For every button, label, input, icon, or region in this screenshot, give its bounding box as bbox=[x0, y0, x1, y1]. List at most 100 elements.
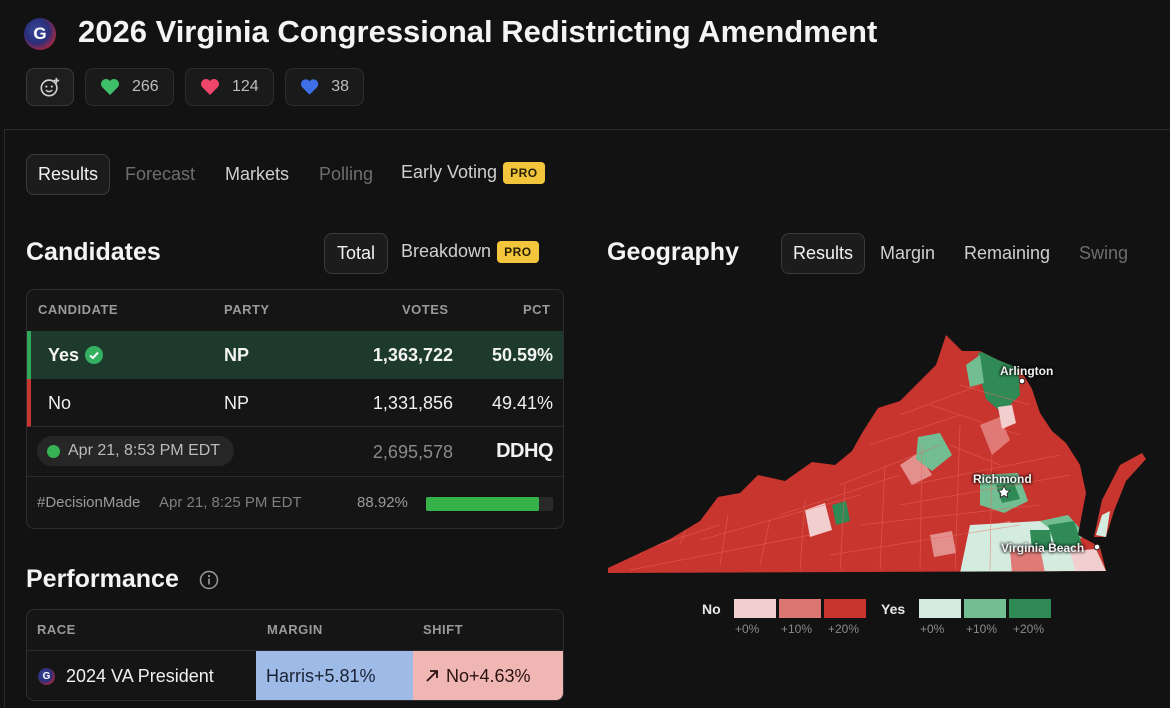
header-divider bbox=[4, 129, 1170, 130]
candidate-name: Yes bbox=[48, 345, 80, 365]
column-header-shift: SHIFT bbox=[423, 622, 464, 637]
legend-no-step-10: +10% bbox=[781, 622, 813, 636]
legend-no-swatch-0 bbox=[734, 599, 776, 618]
reporting-pct: 88.92% bbox=[357, 494, 408, 511]
city-markers bbox=[997, 377, 1101, 551]
legend-no-step-20: +20% bbox=[828, 622, 860, 636]
green-heart-icon bbox=[101, 79, 119, 95]
capital-star-icon bbox=[997, 485, 1011, 499]
votes-cell: 1,331,856 bbox=[372, 393, 453, 413]
column-header-margin: MARGIN bbox=[267, 622, 323, 637]
party-cell: NP bbox=[224, 345, 250, 365]
race-logo-icon: G bbox=[38, 668, 55, 685]
legend-yes-step-20: +20% bbox=[1013, 622, 1045, 636]
shift-value: No+4.63% bbox=[446, 666, 531, 686]
winner-check-icon bbox=[85, 346, 104, 364]
total-votes: 2,695,578 bbox=[372, 442, 453, 462]
legend-no-label: No bbox=[702, 601, 721, 617]
tab-markets[interactable]: Markets bbox=[225, 164, 290, 184]
candidate-name: No bbox=[48, 393, 72, 413]
column-header-votes: VOTES bbox=[402, 302, 449, 317]
row-divider bbox=[27, 650, 563, 651]
candidate-row-no[interactable]: No NP 1,331,856 49.41% bbox=[27, 379, 563, 427]
city-marker-arlington bbox=[1018, 377, 1026, 385]
pct-cell: 49.41% bbox=[491, 393, 553, 413]
ddhq-logo: DDHQ bbox=[496, 440, 553, 462]
last-updated-time: Apr 21, 8:53 PM EDT bbox=[68, 442, 221, 459]
column-header-race: RACE bbox=[37, 622, 76, 637]
reaction-count: 124 bbox=[232, 78, 259, 95]
legend-yes-swatch-0 bbox=[919, 599, 961, 618]
reaction-count: 38 bbox=[331, 78, 349, 95]
tab-early-voting[interactable]: Early Voting PRO bbox=[401, 162, 545, 185]
legend-no-step-0: +0% bbox=[735, 622, 760, 636]
page-title: 2026 Virginia Congressional Redistrictin… bbox=[78, 14, 878, 49]
tab-breakdown-label: Breakdown bbox=[401, 241, 492, 261]
tab-early-voting-label: Early Voting bbox=[401, 162, 498, 182]
legend-yes-step-0: +0% bbox=[920, 622, 945, 636]
candidate-name-cell: Yes bbox=[48, 345, 104, 366]
decision-tag: #DecisionMade bbox=[37, 494, 141, 511]
legend-no-swatch-10 bbox=[779, 599, 821, 618]
tab-total[interactable]: Total bbox=[324, 233, 389, 274]
tab-geo-swing[interactable]: Swing bbox=[1079, 243, 1129, 263]
site-logo: G bbox=[24, 18, 56, 50]
add-reaction-icon bbox=[40, 77, 60, 97]
arrow-up-right-icon bbox=[426, 670, 438, 682]
legend-no-swatch-20 bbox=[824, 599, 866, 618]
column-header-candidate: CANDIDATE bbox=[38, 302, 119, 317]
tab-polling[interactable]: Polling bbox=[319, 164, 374, 184]
red-heart-icon bbox=[201, 79, 219, 95]
column-header-pct: PCT bbox=[523, 302, 551, 317]
reaction-red-heart-button[interactable]: 124 bbox=[185, 68, 274, 106]
performance-title: Performance bbox=[26, 565, 179, 593]
reporting-progress-bar bbox=[426, 497, 553, 511]
left-border bbox=[4, 130, 5, 708]
reporting-progress-fill bbox=[426, 497, 539, 511]
live-status-dot bbox=[47, 444, 60, 458]
candidates-table: CANDIDATE PARTY VOTES PCT Yes NP 1,363,7… bbox=[26, 289, 564, 529]
decision-time: Apr 21, 8:25 PM EDT bbox=[159, 494, 302, 511]
performance-row[interactable]: G 2024 VA President Harris+5.81% No+4.63… bbox=[27, 651, 563, 700]
geography-title: Geography bbox=[607, 238, 739, 266]
candidate-row-yes[interactable]: Yes NP 1,363,722 50.59% bbox=[27, 331, 563, 379]
city-label-arlington: Arlington bbox=[1000, 364, 1054, 378]
tab-geo-remaining[interactable]: Remaining bbox=[964, 243, 1051, 263]
legend-yes-swatch-20 bbox=[1009, 599, 1051, 618]
margin-cell: Harris+5.81% bbox=[256, 651, 413, 700]
reaction-count: 266 bbox=[132, 78, 159, 95]
county-borders bbox=[609, 384, 1071, 571]
tab-geo-margin[interactable]: Margin bbox=[880, 243, 936, 263]
tab-forecast[interactable]: Forecast bbox=[125, 164, 196, 184]
candidates-title: Candidates bbox=[26, 238, 161, 266]
reaction-blue-heart-button[interactable]: 38 bbox=[285, 68, 364, 106]
race-name: 2024 VA President bbox=[66, 666, 214, 686]
party-cell: NP bbox=[224, 393, 250, 413]
pro-badge: PRO bbox=[503, 162, 545, 185]
performance-table: RACE MARGIN SHIFT G 2024 VA President Ha… bbox=[26, 609, 564, 701]
logo-letter: G bbox=[33, 24, 47, 43]
tab-geo-results[interactable]: Results bbox=[781, 233, 866, 274]
totals-row: Apr 21, 8:53 PM EDT 2,695,578 DDHQ bbox=[27, 428, 563, 477]
reaction-green-heart-button[interactable]: 266 bbox=[85, 68, 174, 106]
legend-yes-label: Yes bbox=[881, 601, 906, 617]
legend-yes-step-10: +10% bbox=[966, 622, 998, 636]
tab-breakdown[interactable]: Breakdown PRO bbox=[401, 241, 539, 264]
tab-results[interactable]: Results bbox=[26, 154, 111, 195]
virginia-county-map[interactable] bbox=[600, 325, 1160, 585]
last-updated-pill: Apr 21, 8:53 PM EDT bbox=[37, 436, 235, 466]
eastern-shore-yes bbox=[1096, 511, 1110, 537]
logo-letter: G bbox=[42, 671, 51, 682]
city-label-virginia-beach: Virginia Beach bbox=[1001, 541, 1085, 555]
pct-cell: 50.59% bbox=[491, 345, 553, 365]
column-header-party: PARTY bbox=[224, 302, 270, 317]
city-label-richmond: Richmond bbox=[973, 472, 1032, 486]
shift-cell: No+4.63% bbox=[413, 651, 563, 700]
pro-badge: PRO bbox=[497, 241, 539, 264]
votes-cell: 1,363,722 bbox=[372, 345, 453, 365]
info-icon[interactable] bbox=[199, 570, 219, 595]
margin-value: Harris+5.81% bbox=[266, 666, 376, 686]
city-marker-virginia-beach bbox=[1093, 543, 1101, 551]
add-reaction-button[interactable] bbox=[26, 68, 74, 106]
legend-yes-swatch-10 bbox=[964, 599, 1006, 618]
